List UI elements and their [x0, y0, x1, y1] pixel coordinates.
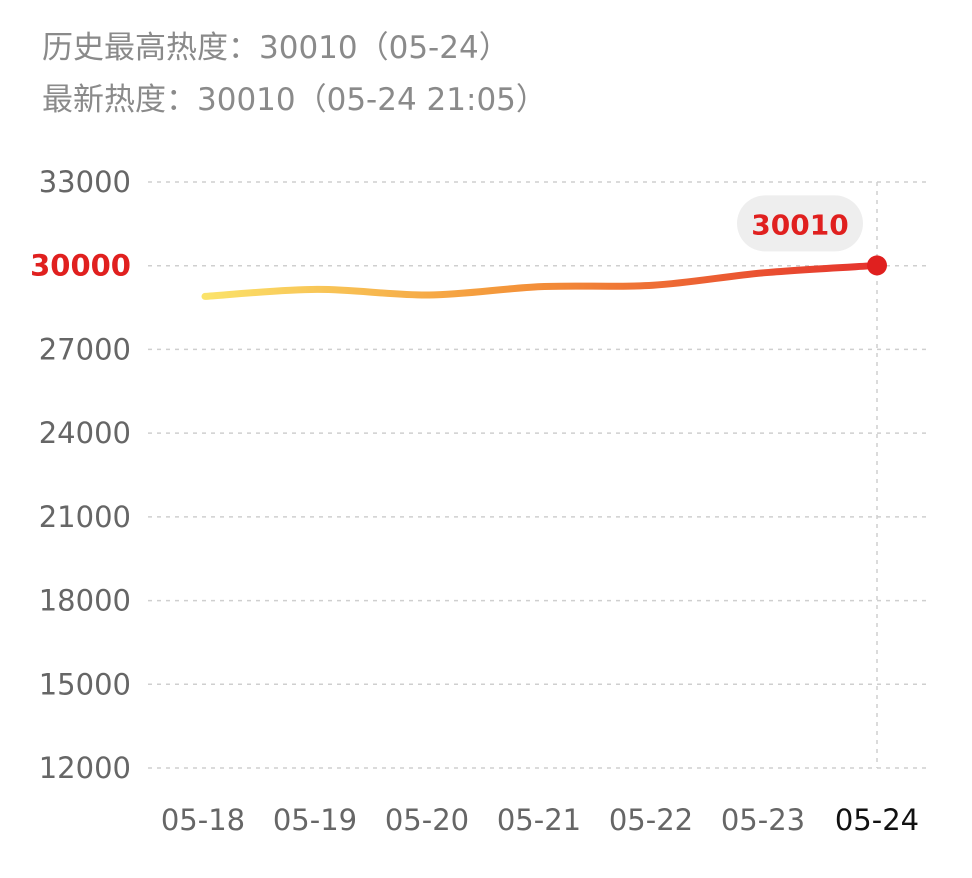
latest-heat-text: 最新热度：30010（05-24 21:05） — [42, 82, 547, 118]
x-tick-label: 05-22 — [609, 803, 693, 837]
x-tick-label: 05-21 — [497, 803, 581, 837]
data-point — [538, 284, 544, 290]
data-point — [762, 270, 768, 276]
value-bubble — [737, 195, 863, 252]
peak-heat-text: 历史最高热度：30010（05-24） — [42, 30, 510, 66]
x-tick-label-current: 05-24 — [835, 803, 919, 837]
y-tick-label: 15000 — [39, 667, 131, 701]
data-point — [426, 292, 432, 298]
y-tick-label: 18000 — [39, 584, 131, 618]
chart-header: 历史最高热度：30010（05-24） 最新热度：30010（05-24 21:… — [42, 22, 547, 126]
series-line — [201, 261, 881, 300]
y-tick-label: 27000 — [39, 332, 131, 366]
y-tick-label: 21000 — [39, 500, 131, 534]
x-tick-label: 05-19 — [273, 803, 357, 837]
x-tick-label: 05-23 — [721, 803, 805, 837]
x-tick-label: 05-18 — [161, 803, 245, 837]
y-tick-label: 33000 — [39, 165, 131, 199]
y-tick-label: 24000 — [39, 416, 131, 450]
x-tick-label: 05-20 — [385, 803, 469, 837]
current-point-marker — [867, 255, 887, 276]
value-bubble-label: 30010 — [751, 208, 848, 241]
data-point — [202, 293, 208, 299]
data-point — [650, 282, 656, 288]
y-tick-label-highlight: 30000 — [30, 249, 131, 283]
y-tick-label: 12000 — [39, 751, 131, 785]
data-point — [314, 286, 320, 292]
